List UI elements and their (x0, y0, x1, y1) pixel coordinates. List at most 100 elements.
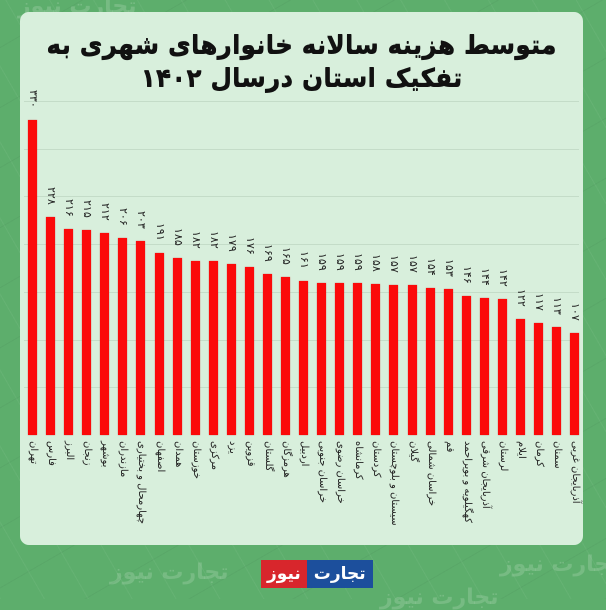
bar (461, 295, 471, 435)
value-label: ۱۷۶ (243, 236, 257, 255)
value-label: ۱۵۴ (424, 257, 438, 276)
value-label: ۱۵۷ (388, 255, 402, 273)
chart-title-line-1: متوسط هزینه سالانه خانوارهای شهری به (46, 30, 557, 59)
bar (353, 283, 363, 435)
bar (190, 261, 200, 435)
value-label: ۲۱۶ (63, 198, 77, 217)
bar (515, 318, 525, 435)
bar (262, 273, 272, 435)
category-label: سمنان (552, 441, 563, 469)
bar (552, 327, 561, 435)
bar (497, 299, 507, 435)
category-label: اردبیل (299, 441, 311, 467)
gridline (24, 101, 579, 102)
watermark: تجارت نیوز (500, 552, 606, 577)
value-label: ۱۹۱ (153, 222, 167, 241)
value-label: ۱۱۷ (533, 293, 546, 312)
value-label: ۱۸۲ (207, 231, 221, 249)
value-label: ۱۶۵ (280, 247, 293, 266)
logo-part-red: نیوز (261, 560, 307, 588)
bar (208, 261, 218, 435)
category-label: آذربایجان شرقی (479, 441, 491, 509)
bar (407, 285, 417, 435)
bar (172, 258, 182, 435)
value-label: ۲۰۳ (135, 211, 149, 229)
category-label: همدان (172, 441, 184, 468)
category-label: گیلان (407, 441, 419, 463)
bar (154, 252, 164, 435)
value-label: ۱۴۲ (496, 269, 510, 288)
bar (425, 287, 435, 435)
bar (64, 228, 74, 435)
value-label: ۲۲۸ (45, 187, 59, 206)
category-label: اصفهان (154, 441, 166, 473)
category-label: قزوین (244, 441, 256, 467)
category-label: بوشهر (100, 441, 112, 468)
value-label: ۱۵۹ (352, 253, 366, 271)
bar (479, 297, 489, 435)
chart-title: متوسط هزینه سالانه خانوارهای شهری به تفک… (20, 28, 583, 94)
bar (118, 238, 128, 435)
value-label: ۱۵۷ (406, 255, 420, 273)
value-label: ۱۴۴ (478, 267, 492, 286)
category-label: لرستان (497, 441, 509, 472)
category-label: کرمانشاه (353, 441, 365, 480)
category-label: ایلام (515, 441, 527, 459)
bar (226, 264, 236, 435)
category-label: فارس (46, 441, 58, 466)
category-label: مازندران (118, 441, 130, 478)
category-label: گلستان (262, 441, 274, 472)
value-label: ۳۳۰ (27, 89, 40, 108)
category-label: خراسان شمالی (425, 441, 437, 507)
bar (443, 288, 453, 435)
category-label: آذربایجان غربی (570, 441, 582, 504)
gridline (24, 244, 579, 245)
value-label: ۱۴۶ (460, 265, 474, 284)
value-label: ۲۰۶ (117, 208, 131, 227)
category-label: کردستان (371, 441, 383, 478)
value-label: ۱۸۲ (189, 231, 203, 249)
gridline (24, 149, 579, 150)
value-label: ۲۱۵ (81, 199, 95, 218)
category-label: قم (443, 441, 455, 453)
category-label: کرمان (534, 441, 545, 468)
category-label: چهارمحال و بختیاری (136, 441, 148, 524)
category-label: خوزستان (190, 441, 202, 479)
category-label: سیستان و بلوچستان (389, 441, 401, 526)
value-label: ۱۷۹ (225, 234, 239, 252)
category-label: خراسان رضوی (335, 441, 347, 504)
value-label: ۱۶۱ (298, 251, 312, 269)
chart-card: متوسط هزینه سالانه خانوارهای شهری به تفک… (20, 12, 583, 545)
bar (46, 217, 56, 435)
value-label: ۱۵۹ (316, 253, 330, 271)
bar (281, 277, 290, 435)
watermark: تجارت نیوز (110, 560, 229, 585)
category-label: مرکزی (208, 441, 220, 470)
bar (82, 229, 92, 435)
bar (371, 284, 381, 435)
value-label: ۱۵۹ (334, 253, 348, 271)
value-label: ۱۵۳ (442, 258, 456, 277)
value-label: ۲۱۲ (99, 202, 113, 221)
gridline (24, 196, 579, 197)
category-label: خراسان جنوبی (317, 441, 329, 503)
chart-title-line-2: تفکیک استان درسال ۱۴۰۲ (140, 63, 463, 92)
value-label: ۱۸۵ (171, 228, 185, 247)
value-label: ۱۶۹ (261, 243, 275, 262)
value-label: ۱۰۷ (569, 302, 583, 321)
bar (244, 266, 254, 435)
bar (100, 232, 110, 435)
category-label: البرز (64, 441, 76, 461)
category-label: هرمزگان (281, 441, 292, 478)
category-label: کهگیلویه و بویراحمد (461, 441, 473, 523)
bar (299, 281, 309, 435)
value-label: ۱۲۲ (514, 288, 528, 307)
category-label: زنجان (82, 441, 94, 466)
category-label: تهران (28, 441, 39, 465)
bar (389, 285, 399, 435)
bar (28, 119, 37, 435)
bar-plot: ۳۳۰ تهران ۲۲۸ فارس ۲۱۶ البرز ۲۱۵ زنجان ۲۱۲ بوشهر ۲… (20, 12, 583, 545)
bar (570, 332, 580, 435)
bar (534, 323, 543, 435)
bar (317, 283, 327, 435)
